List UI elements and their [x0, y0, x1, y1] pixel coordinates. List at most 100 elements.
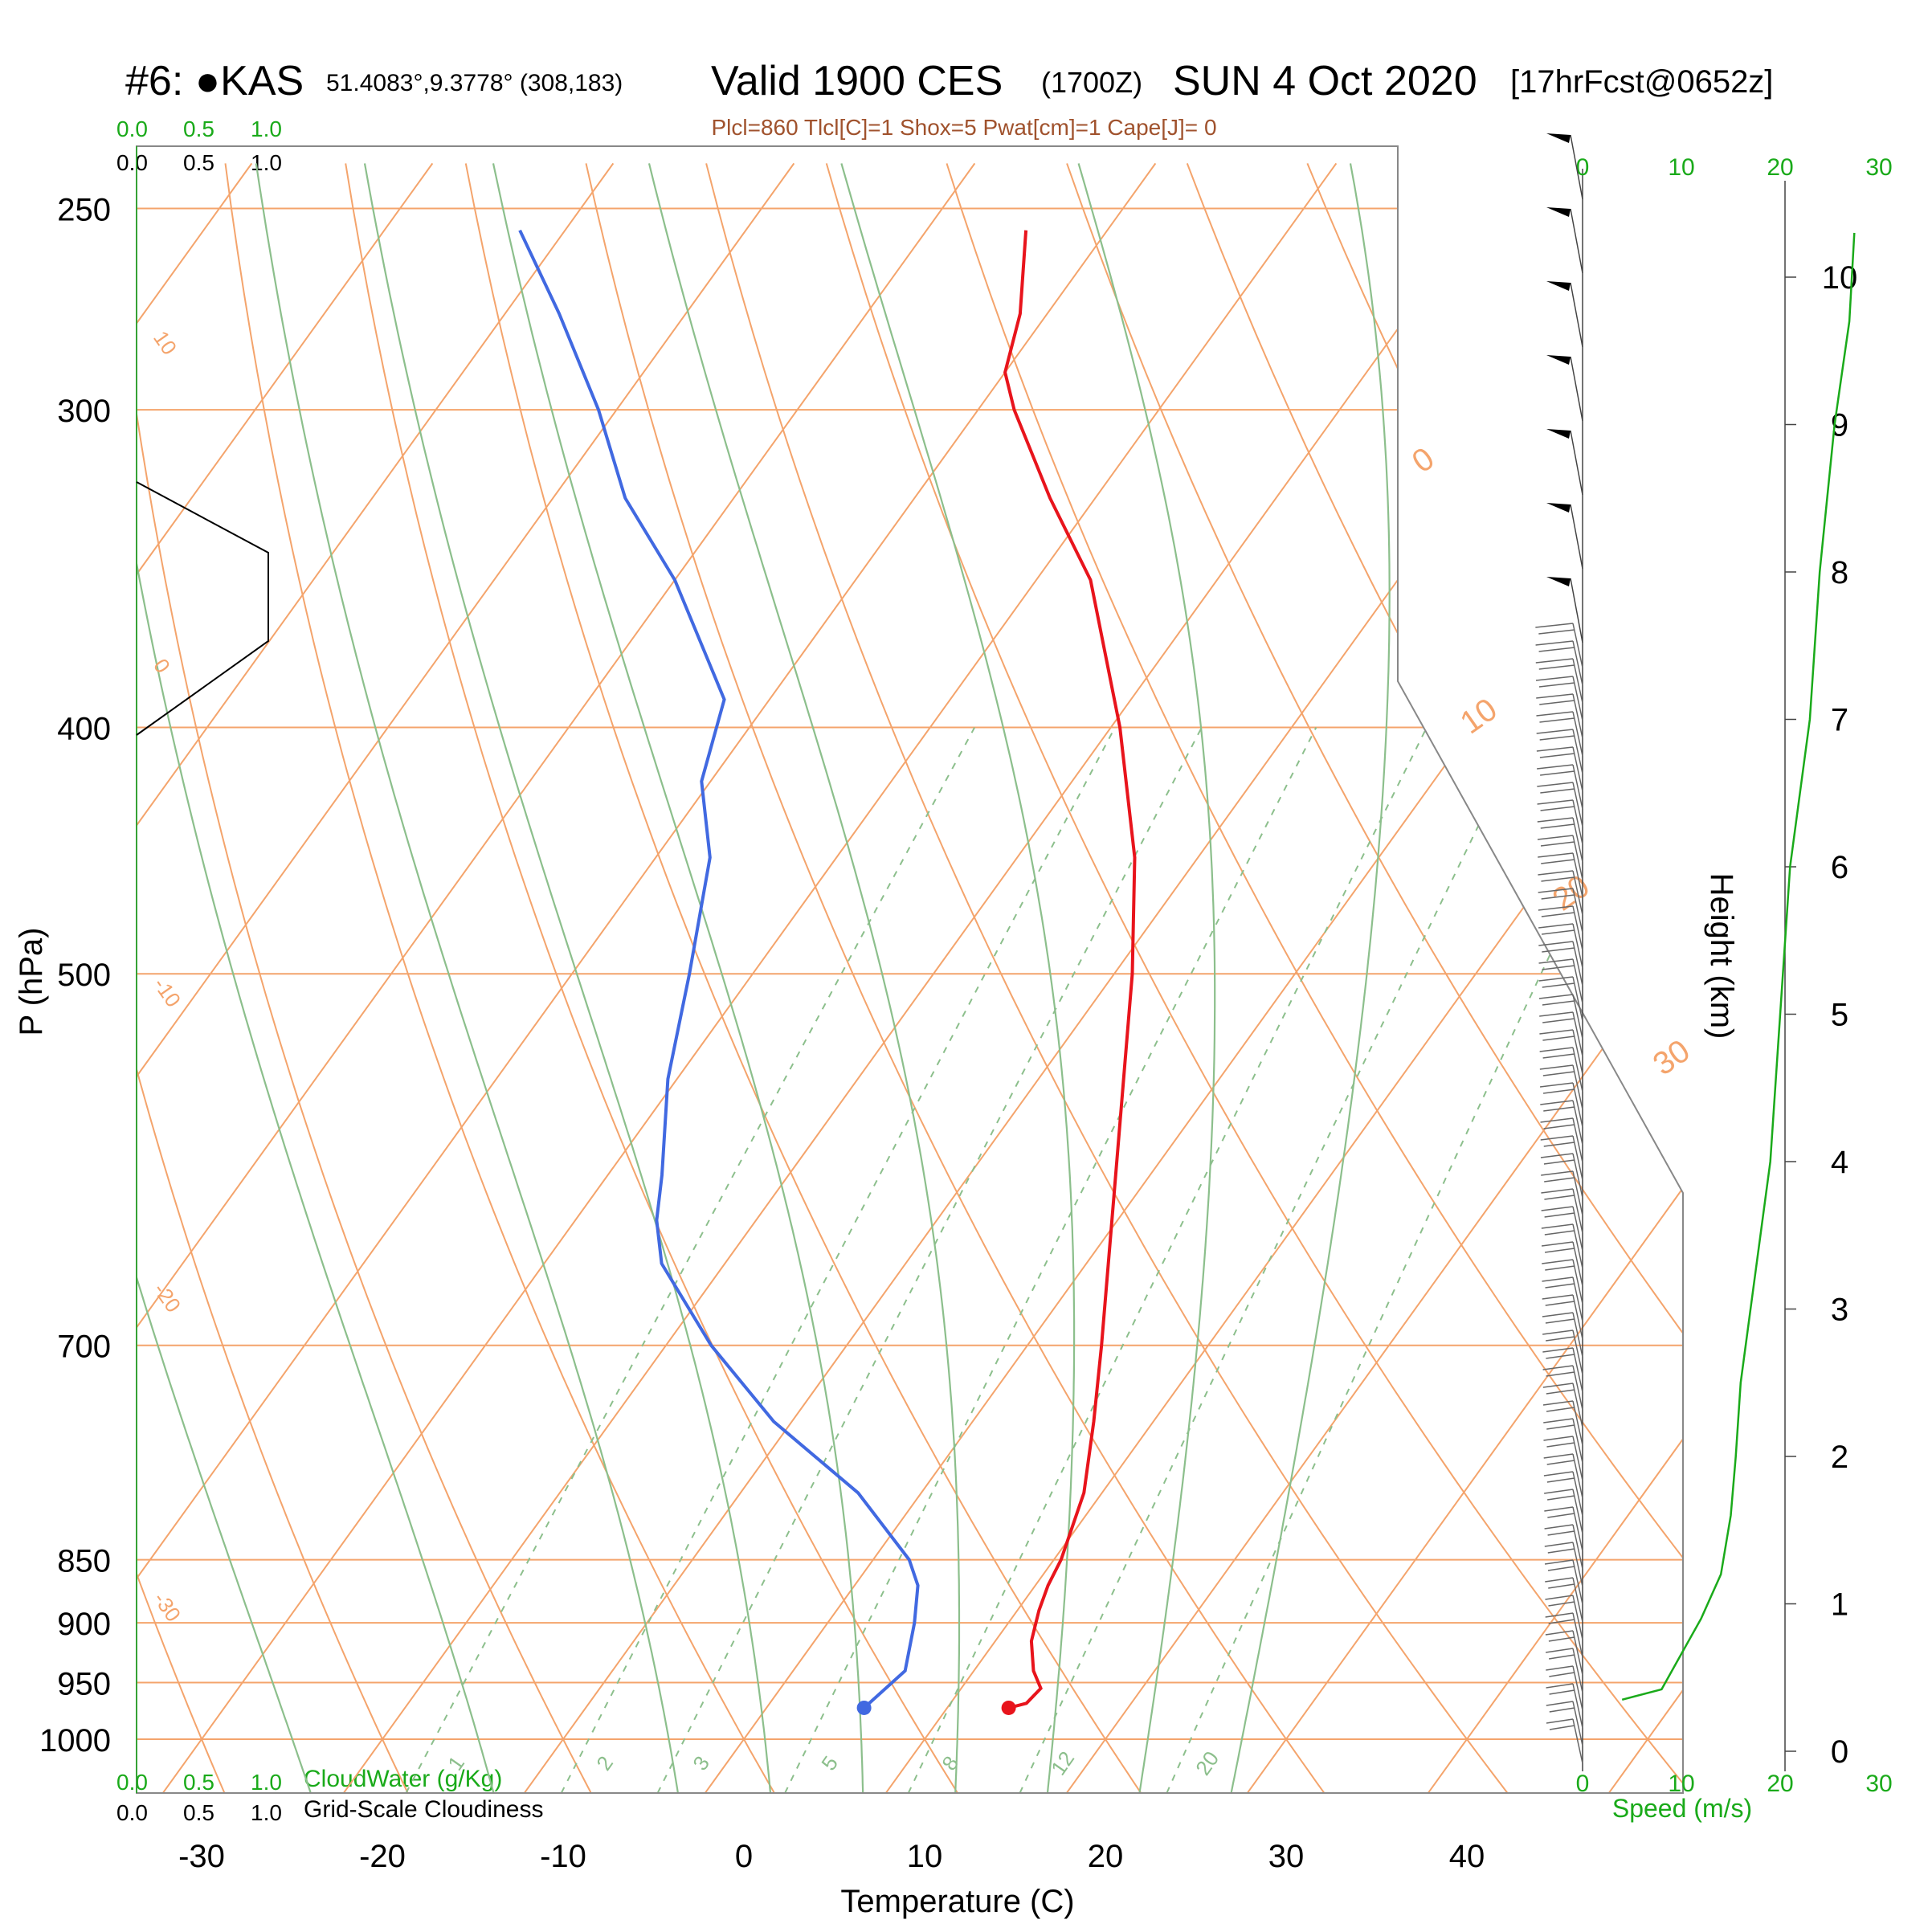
cloudwater-tick-bottom: 0.0: [116, 1770, 148, 1795]
wind-barb-feather: [1542, 1294, 1574, 1300]
dry-adiabat-line: [705, 163, 1533, 1793]
height-tick-label: 5: [1831, 998, 1848, 1033]
wind-barb-feather: [1542, 1000, 1575, 1006]
wind-barb-feather: [1541, 876, 1575, 882]
cloudwater-tick-bottom: 1.0: [251, 1770, 282, 1795]
height-tick-label: 3: [1831, 1293, 1848, 1328]
cloudiness-profile: [136, 481, 269, 736]
wind-barb-staff: [1570, 504, 1583, 570]
wind-barb-staff: [1572, 1383, 1583, 1428]
dry-adiabat-line: [464, 163, 1163, 1793]
dry-adiabat-line: [137, 163, 424, 1793]
wind-barb-feather: [1540, 806, 1575, 811]
wind-barb-feather: [1538, 958, 1574, 964]
isotherm-line: [1586, 162, 1683, 1793]
bottom-cloud-scale: 0.0 0.5 1.0 CloudWater (g/Kg) 0.0 0.5 1.…: [116, 1766, 543, 1825]
wind-barb-feather: [1542, 929, 1575, 935]
wind-barb-feather: [1538, 682, 1575, 688]
wind-barb-staff: [1572, 1683, 1583, 1729]
temperature-tick-label: 40: [1449, 1839, 1485, 1874]
height-tick-label: 0: [1831, 1734, 1848, 1770]
height-axis-label: Height (km): [1704, 873, 1739, 1040]
wind-barb-staff: [1572, 1648, 1583, 1693]
forecast-label: [17hrFcst@0652z]: [1510, 64, 1773, 100]
temperature-tick-label: -20: [359, 1839, 406, 1874]
cloudwater-tick-bottom: 0.5: [183, 1770, 214, 1795]
wind-barb-feather: [1546, 1371, 1575, 1377]
wind-barb-staff: [1572, 1170, 1583, 1216]
mixing-ratio-label: 5: [816, 1751, 843, 1775]
wind-barb-staff: [1572, 817, 1583, 863]
height-tick-label: 8: [1831, 555, 1848, 590]
cloudiness-tick-top: 0.0: [116, 150, 148, 175]
pressure-tick-label: 500: [57, 958, 111, 993]
wind-barb-feather: [1544, 1524, 1574, 1530]
wind-barb-staff: [1572, 1117, 1583, 1163]
wind-barb-pennant: [1546, 429, 1571, 439]
dry-adiabat-line: [1186, 163, 1683, 1793]
isotherm-line: [140, 162, 1338, 1793]
wind-barb-feather: [1542, 1089, 1575, 1094]
wind-barb-feather: [1544, 1506, 1574, 1512]
height-tick-label: 7: [1831, 703, 1848, 738]
station-label: #6: ●KAS: [125, 58, 304, 104]
wind-barb-feather: [1542, 947, 1575, 953]
dry-adiabat-line: [1066, 163, 1683, 1793]
dry-adiabat-line: [1788, 163, 1928, 1824]
wind-barb-feather: [1544, 1212, 1575, 1218]
dry-adiabat-line: [137, 163, 609, 1793]
wind-barb-feather: [1542, 1259, 1574, 1264]
wind-barb-feather: [1546, 1407, 1575, 1412]
wind-barb-feather: [1547, 1548, 1575, 1554]
wind-barb-feather: [1543, 1453, 1574, 1459]
wind-barb-feather: [1544, 1542, 1574, 1547]
wind-barb-staff: [1572, 1418, 1583, 1464]
wind-barb-feather: [1542, 1018, 1575, 1023]
wind-barb-feather: [1542, 1276, 1574, 1282]
wind-barb-feather: [1547, 1513, 1575, 1518]
pressure-tick-label: 300: [57, 394, 111, 429]
wind-barb-pennant: [1546, 355, 1571, 365]
moist-adiabat-line: [492, 163, 864, 1793]
grid-clip-group: [137, 162, 1928, 1824]
height-tick-label: 6: [1831, 850, 1848, 885]
wind-barb-feather: [1544, 1195, 1575, 1200]
cloudiness-tick-top: 1.0: [251, 150, 282, 175]
wind-barb-staff: [1572, 1630, 1583, 1676]
wind-barb-feather: [1541, 1188, 1574, 1194]
wind-barb-feather: [1543, 1106, 1575, 1112]
wind-barb-feather: [1546, 1389, 1575, 1395]
wind-barb-staff: [1572, 1577, 1583, 1623]
wind-barb-feather: [1543, 1124, 1575, 1129]
wind-speed-profile: [1621, 232, 1856, 1701]
isotherm-line: [863, 162, 1683, 1793]
wind-barb-staff: [1572, 976, 1583, 1022]
wind-barb-feather: [1541, 1206, 1574, 1211]
wind-barb-feather: [1542, 1365, 1574, 1370]
dry-adiabat-line: [1909, 163, 1928, 1824]
wind-barb-feather: [1545, 1612, 1574, 1618]
speed-tick-label-bottom: 10: [1668, 1771, 1694, 1797]
wind-barb-staff: [1572, 1471, 1583, 1517]
wind-barb-staff: [1572, 923, 1583, 969]
temperature-tick-label: -30: [178, 1839, 225, 1874]
wind-barb-pennant: [1546, 281, 1571, 291]
wind-barb-feather: [1545, 1630, 1574, 1636]
mixing-ratio-line: [784, 727, 1317, 1793]
wind-barb-staff: [1572, 640, 1583, 686]
wind-barb-feather: [1541, 912, 1575, 917]
wind-barb-feather: [1538, 994, 1574, 999]
wind-barb-feather: [1537, 835, 1574, 840]
wind-barb-feather: [1537, 799, 1574, 805]
dry-adiabat-line: [585, 163, 1348, 1793]
moist-adiabat-line: [137, 163, 503, 1793]
cloudiness-tick-bottom: 1.0: [251, 1800, 282, 1825]
wind-barb-feather: [1546, 1354, 1575, 1359]
dry-adiabat-line: [345, 163, 978, 1793]
mixing-ratio-line: [907, 727, 1428, 1793]
wind-barb-feather: [1546, 1424, 1575, 1430]
y-axis-label: P (hPa): [14, 928, 49, 1036]
